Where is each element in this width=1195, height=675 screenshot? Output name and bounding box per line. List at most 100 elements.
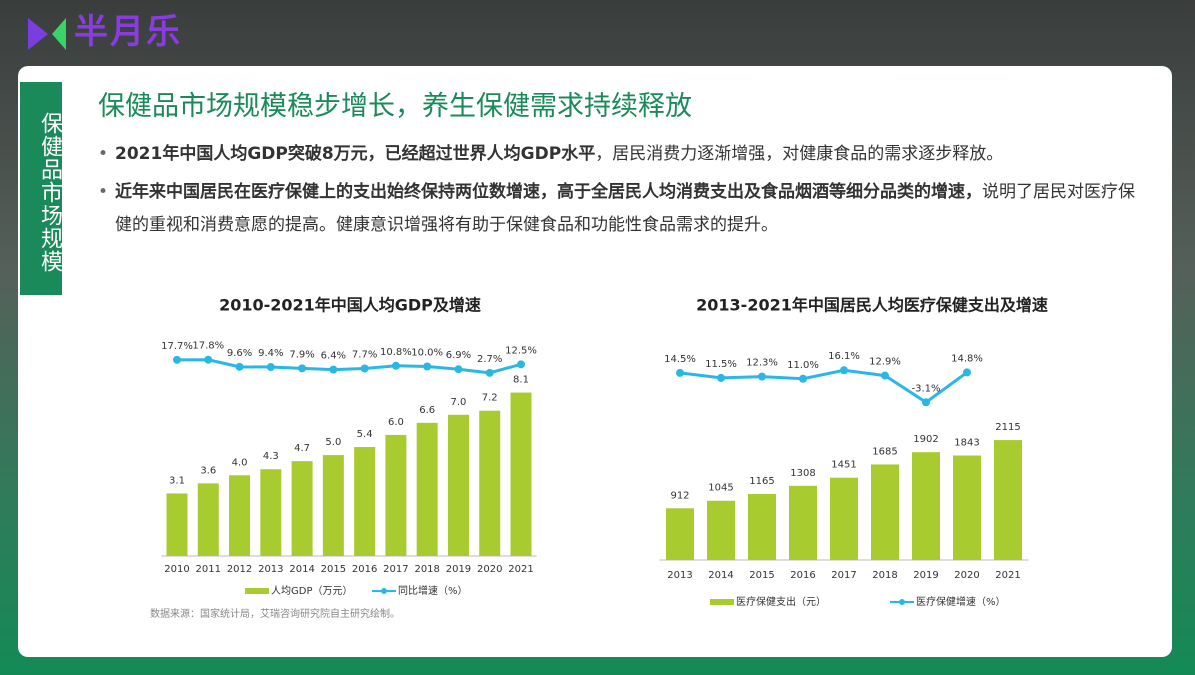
x-tick-label: 2018 — [414, 564, 439, 575]
data-label: 7.0 — [451, 397, 467, 408]
data-label: 912 — [670, 490, 689, 501]
data-label: 4.0 — [232, 457, 248, 468]
line-point — [676, 368, 684, 377]
x-tick-label: 2013 — [667, 570, 692, 581]
x-tick-label: 2020 — [954, 570, 979, 581]
data-label: 12.3% — [746, 358, 778, 369]
chart-title: 2013-2021年中国居民人均医疗保健支出及增速 — [696, 296, 1048, 315]
bar — [447, 414, 469, 556]
data-label: 2115 — [995, 422, 1020, 433]
bar — [953, 455, 981, 560]
bar — [291, 461, 313, 556]
x-tick-label: 2015 — [749, 570, 774, 581]
data-label: 6.9% — [446, 350, 471, 361]
line-point — [298, 364, 307, 373]
data-label: 1451 — [831, 460, 856, 471]
line-point — [329, 365, 338, 374]
data-label: 8.1 — [513, 375, 529, 386]
chart-title: 2010-2021年中国人均GDP及增速 — [219, 296, 481, 315]
data-label: 4.7 — [294, 443, 310, 454]
x-tick-label: 2010 — [164, 564, 189, 575]
bullet-text: ，居民消费力逐渐增强，对健康食品的需求逐步释放。 — [595, 144, 1004, 164]
line-point — [360, 364, 369, 373]
bar — [748, 493, 776, 560]
bullet: 近年来中国居民在医疗保健上的支出始终保持两位数增速，高于全居民人均消费支出及食品… — [98, 176, 1148, 242]
line-point — [799, 374, 807, 383]
bar — [994, 440, 1022, 560]
bar — [229, 475, 251, 556]
legend-swatch — [899, 599, 905, 605]
line-point — [717, 373, 725, 382]
data-label: 1308 — [790, 468, 815, 479]
data-label: 14.5% — [664, 354, 696, 365]
data-label: 14.8% — [951, 353, 983, 364]
bar — [830, 477, 858, 560]
legend-swatch — [245, 588, 269, 594]
data-label: 17.7% — [161, 341, 193, 352]
legend-swatch — [710, 599, 734, 605]
x-tick-label: 2015 — [321, 564, 346, 575]
bar — [479, 410, 501, 556]
x-tick-label: 2020 — [477, 564, 502, 575]
bar — [416, 422, 438, 556]
x-tick-label: 2012 — [227, 564, 252, 575]
data-label: 3.1 — [169, 475, 185, 486]
data-label: 2.7% — [477, 354, 502, 365]
bar — [789, 485, 817, 560]
bar — [707, 500, 735, 560]
data-label: 11.5% — [705, 359, 737, 370]
legend-label: 人均GDP（万元） — [271, 585, 352, 597]
line — [679, 368, 968, 405]
line-point — [922, 398, 930, 407]
line-point — [517, 360, 525, 369]
data-label: 7.2 — [482, 393, 498, 404]
x-tick-label: 2021 — [508, 564, 533, 575]
data-label: 10.0% — [411, 348, 443, 359]
bar — [166, 493, 188, 556]
data-label: 7.9% — [289, 349, 314, 360]
data-label: 12.5% — [505, 345, 537, 356]
bar — [871, 464, 899, 560]
line-point — [235, 362, 244, 371]
slide-title: 保健品市场规模稳步增长，养生保健需求持续释放 — [98, 91, 692, 122]
x-tick-label: 2021 — [995, 570, 1020, 581]
bar — [354, 447, 376, 556]
data-label: 1902 — [913, 434, 938, 445]
bullet-bold: 近年来中国居民在医疗保健上的支出始终保持两位数增速，高于全居民人均消费支出及食品… — [115, 182, 982, 202]
x-tick-label: 2016 — [352, 564, 377, 575]
line-point — [758, 372, 766, 381]
data-label: 1045 — [708, 483, 733, 494]
data-label: 4.3 — [263, 451, 279, 462]
bullet-text: 说明了居民对医疗保健的重视和消费意愿的提高。健康意识增强将有助于保健食品和功能性… — [115, 182, 1135, 235]
x-tick-label: 2019 — [913, 570, 938, 581]
x-tick-label: 2017 — [383, 564, 408, 575]
data-label: 17.8% — [192, 341, 224, 352]
line-point — [173, 355, 181, 364]
data-label: 1165 — [749, 476, 774, 487]
x-tick-label: 2011 — [196, 564, 221, 575]
bar — [385, 434, 407, 556]
line-point — [454, 365, 463, 374]
legend-label: 同比增速（%） — [398, 584, 468, 597]
data-label: 16.1% — [828, 351, 860, 362]
data-label: 5.4 — [357, 429, 373, 440]
logo: 半月乐 — [28, 4, 182, 53]
data-label: 1685 — [872, 446, 897, 457]
line-point — [423, 362, 432, 371]
data-label: 6.4% — [321, 351, 346, 362]
line-point — [881, 371, 889, 380]
x-tick-label: 2018 — [872, 570, 897, 581]
data-label: 1843 — [954, 438, 979, 449]
x-tick-label: 2014 — [289, 564, 314, 575]
side-label: 保健品市场规模 — [20, 82, 62, 295]
bar — [510, 392, 532, 556]
legend-label: 医疗保健支出（元） — [736, 595, 826, 608]
legend-label: 医疗保健增速（%） — [916, 595, 1006, 608]
bar — [666, 508, 694, 560]
bar — [260, 469, 282, 556]
line-point — [963, 368, 971, 377]
line — [176, 358, 522, 375]
data-label: 12.9% — [869, 357, 901, 368]
data-label: 7.7% — [352, 350, 377, 361]
